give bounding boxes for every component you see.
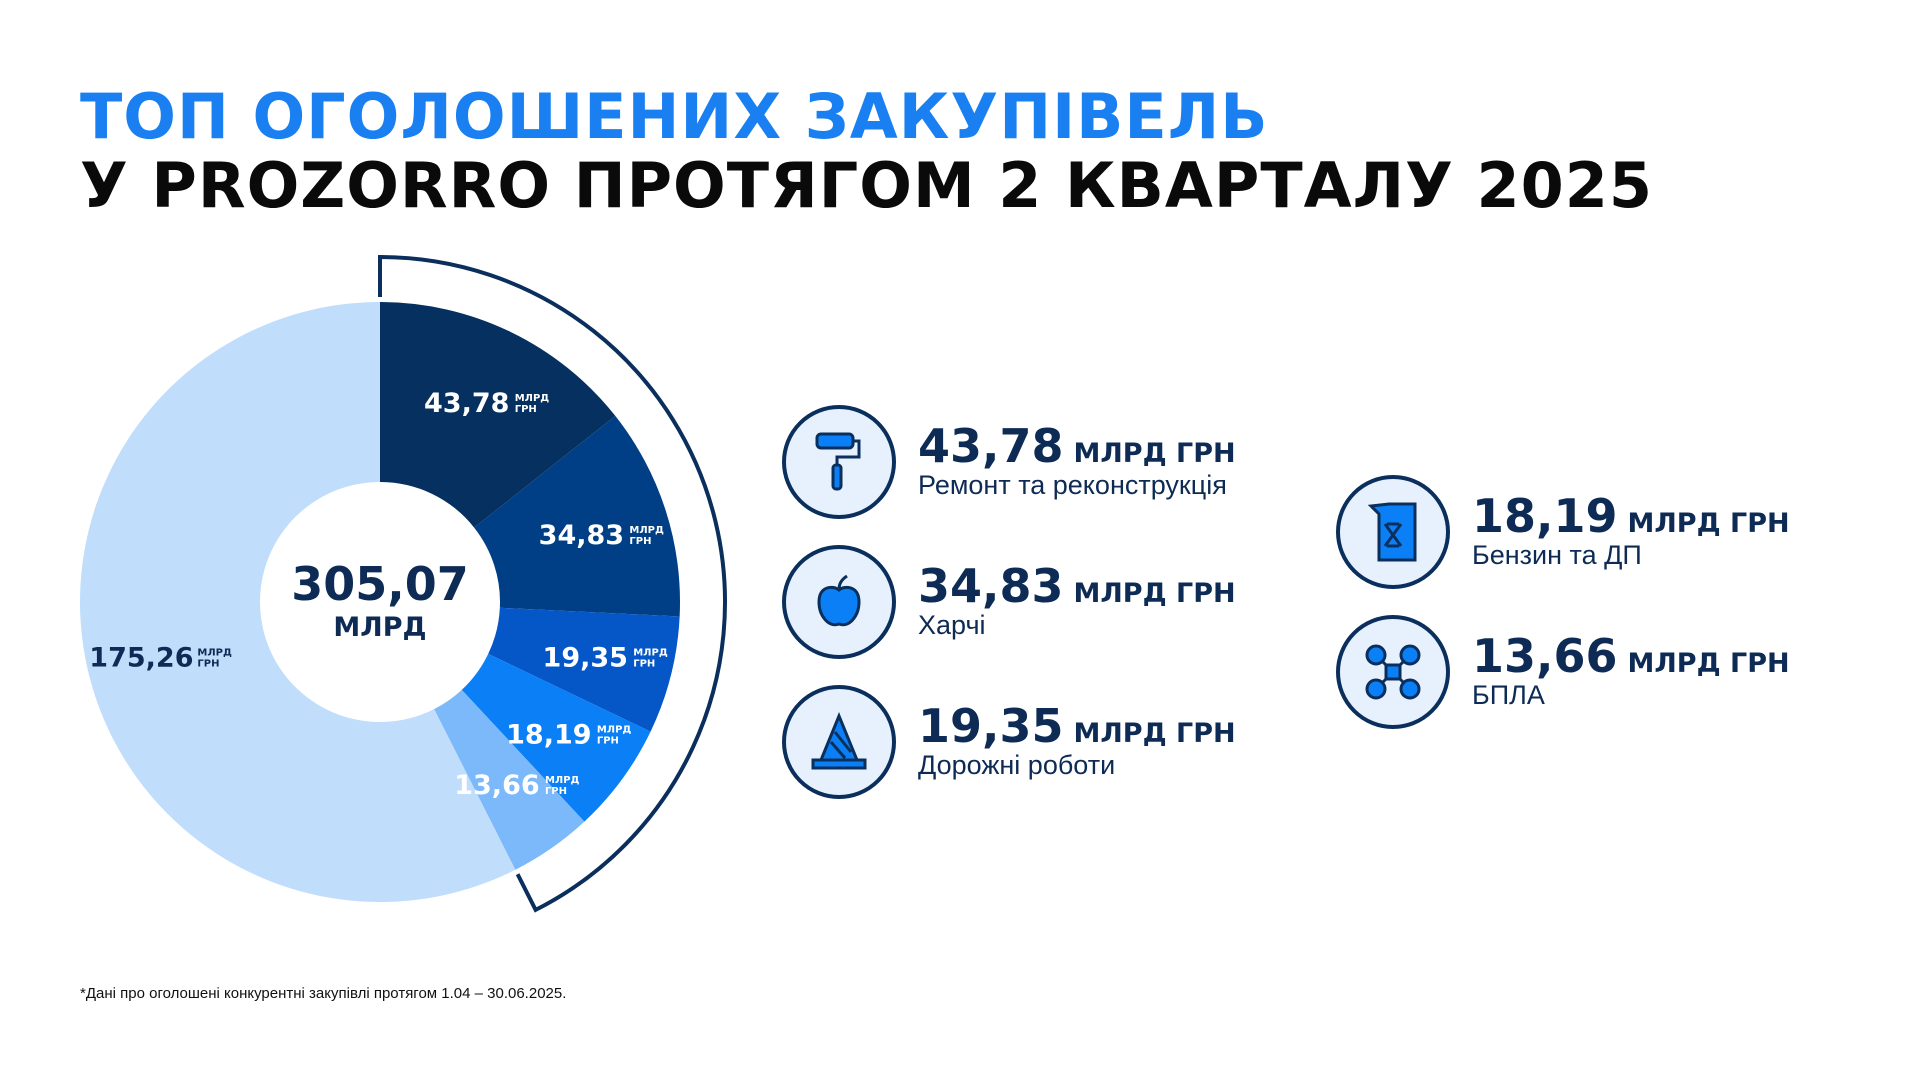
slice-unit: МЛРД — [629, 525, 664, 536]
donut-slice — [380, 302, 616, 528]
donut-slice — [79, 302, 516, 902]
legend-unit: МЛРД ГРН — [1073, 438, 1236, 470]
legend-label: Бензин та ДП — [1472, 540, 1642, 571]
title-line-1: ТОП ОГОЛОШЕНИХ ЗАКУПІВЕЛЬ — [80, 80, 1269, 153]
slice-unit: МЛРД — [197, 647, 232, 658]
legend-label: Ремонт та реконструкція — [918, 470, 1227, 501]
slice-unit: ГРН — [545, 786, 567, 797]
title-line-2: У PROZORRO ПРОТЯГОМ 2 КВАРТАЛУ 2025 — [80, 149, 1654, 222]
slice-unit: ГРН — [629, 536, 651, 547]
legend-value: 18,19 — [1472, 489, 1618, 544]
slice-unit: ГРН — [197, 658, 219, 669]
slice-label: 43,78 — [424, 388, 509, 419]
slice-unit: МЛРД — [545, 775, 580, 786]
legend-value: 43,78 — [918, 419, 1064, 474]
legend-label: Харчі — [918, 610, 986, 641]
slice-label: 18,19 — [506, 720, 591, 751]
drone-icon — [1336, 615, 1450, 729]
legend-unit: МЛРД ГРН — [1627, 648, 1790, 680]
slice-unit: МЛРД — [515, 393, 550, 404]
slice-label: 19,35 — [543, 642, 628, 673]
traffic-cone-icon — [782, 685, 896, 799]
legend-item-drone: 13,66 МЛРД ГРН БПЛА — [1336, 615, 1790, 729]
slice-unit: ГРН — [633, 658, 655, 669]
legend-item-fuel: 18,19 МЛРД ГРН Бензин та ДП — [1336, 475, 1790, 589]
donut-slice — [461, 653, 651, 822]
legend-unit: МЛРД ГРН — [1627, 508, 1790, 540]
total-unit: МЛРД — [333, 612, 426, 643]
legend-item-food: 34,83 МЛРД ГРН Харчі — [782, 545, 1236, 659]
paint-roller-icon — [782, 405, 896, 519]
jerrycan-icon — [1336, 475, 1450, 589]
legend-label: Дорожні роботи — [918, 750, 1116, 781]
legend-unit: МЛРД ГРН — [1073, 718, 1236, 750]
donut-slice — [488, 607, 680, 732]
slice-unit: МЛРД — [597, 725, 632, 736]
legend-unit: МЛРД ГРН — [1073, 578, 1236, 610]
legend-item-repair: 43,78 МЛРД ГРН Ремонт та реконструкція — [782, 405, 1236, 519]
slice-unit: МЛРД — [633, 647, 668, 658]
slice-label: 175,26 — [89, 642, 193, 673]
legend-label: БПЛА — [1472, 680, 1545, 711]
apple-icon — [782, 545, 896, 659]
legend-item-road: 19,35 МЛРД ГРН Дорожні роботи — [782, 685, 1236, 799]
footnote: *Дані про оголошені конкурентні закупівл… — [80, 985, 567, 1002]
slice-unit: ГРН — [515, 404, 537, 415]
slice-unit: ГРН — [597, 736, 619, 747]
legend-value: 19,35 — [918, 699, 1064, 754]
legend-value: 13,66 — [1472, 629, 1618, 684]
slice-label: 13,66 — [454, 770, 539, 801]
slice-label: 34,83 — [539, 520, 624, 551]
total-value: 305,07 — [291, 557, 469, 611]
donut-slice — [474, 415, 680, 617]
donut-slice — [434, 689, 585, 870]
legend-value: 34,83 — [918, 559, 1064, 614]
bracket-arc — [378, 254, 727, 913]
